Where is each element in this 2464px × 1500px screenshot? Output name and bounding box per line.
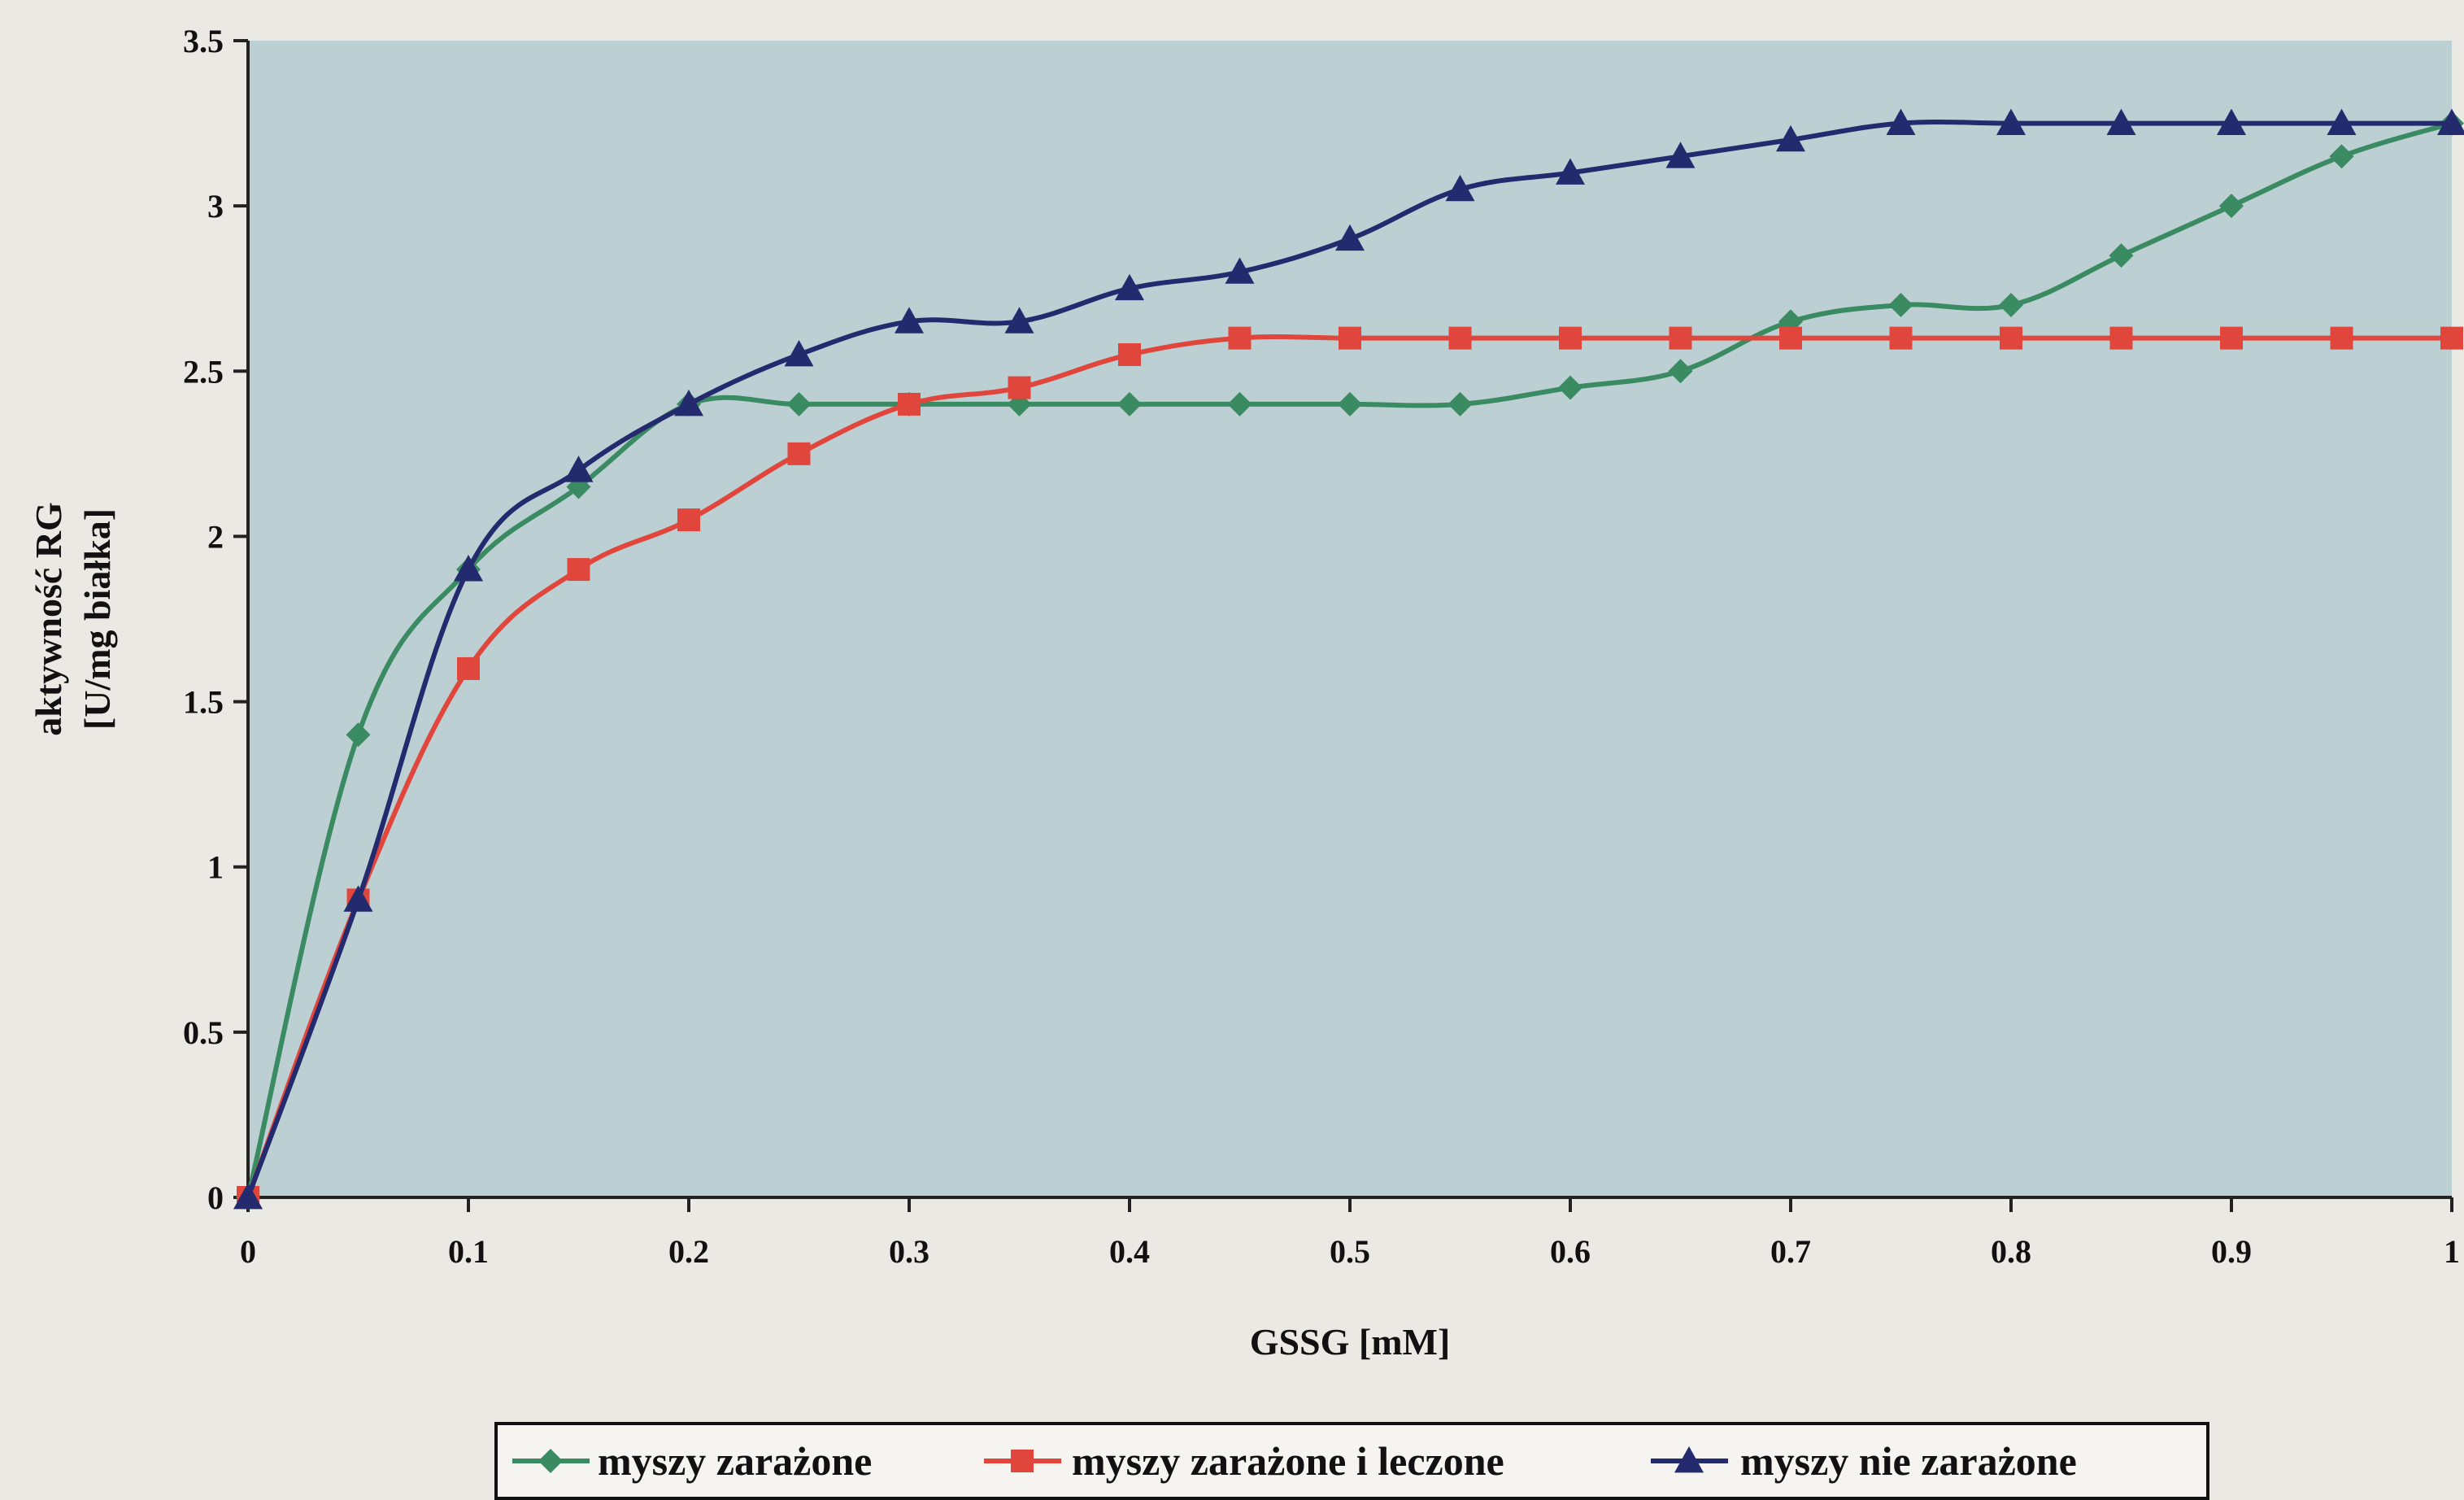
- data-point: [1228, 326, 1252, 350]
- data-point: [233, 1183, 263, 1210]
- x-tick-label: 0.7: [1770, 1233, 1811, 1270]
- legend-item-1: myszy zarażone: [512, 1438, 872, 1484]
- data-point: [1008, 376, 1031, 399]
- data-point: [1558, 375, 1582, 400]
- series-2: [237, 326, 2463, 1209]
- y-tick-label: 3: [207, 188, 224, 225]
- data-point: [1888, 293, 1913, 318]
- series-line: [246, 334, 2452, 1199]
- data-point: [454, 555, 483, 582]
- y-tick-label: 1.5: [183, 684, 224, 721]
- x-tick-label: 0.1: [448, 1233, 489, 1270]
- data-point: [457, 656, 480, 680]
- data-point: [2329, 144, 2354, 169]
- x-axis-ticks: 0 0.1 0.2 0.3 0.4 0.5 0.6 0.7 0.8 0.9 1: [240, 1197, 2460, 1270]
- data-point: [1004, 307, 1034, 334]
- data-point: [677, 508, 700, 532]
- data-point: [674, 389, 703, 416]
- data-point: [1996, 108, 2026, 135]
- data-point: [1338, 391, 1362, 416]
- data-point: [1776, 124, 1805, 152]
- x-tick-label: 0.6: [1550, 1233, 1591, 1270]
- data-point: [1117, 391, 1142, 416]
- series-line: [246, 119, 2452, 1199]
- data-point: [346, 722, 371, 748]
- data-point: [1779, 326, 1802, 350]
- data-point: [2327, 108, 2357, 135]
- legend-item-3: myszy nie zarażone: [1651, 1438, 2077, 1484]
- x-tick-label: 0.4: [1109, 1233, 1150, 1270]
- x-tick-label: 0: [240, 1233, 256, 1270]
- x-tick-label: 0.9: [2211, 1233, 2252, 1270]
- plot-area: [248, 41, 2452, 1197]
- legend-marker: [1674, 1446, 1704, 1473]
- legend-item-2: myszy zarażone i leczone: [984, 1438, 1504, 1484]
- series-line: [246, 120, 2453, 1198]
- data-point: [1448, 326, 1472, 350]
- data-point: [2217, 108, 2246, 135]
- data-point: [1665, 142, 1696, 168]
- x-tick-label: 0.8: [1991, 1233, 2031, 1270]
- data-point: [1445, 174, 1475, 202]
- y-tick-label: 1: [207, 849, 224, 886]
- y-tick-label: 2.5: [183, 353, 224, 390]
- data-point: [1559, 326, 1582, 350]
- data-point: [1669, 326, 1692, 350]
- y-tick-label: 2: [207, 518, 224, 555]
- legend-marker: [1011, 1450, 1034, 1472]
- legend: myszy zarażone myszy zarażone i leczone my…: [494, 1422, 2209, 1500]
- data-point: [2330, 326, 2353, 350]
- data-point: [2220, 326, 2243, 350]
- data-point: [1886, 108, 1916, 135]
- data-point: [1668, 359, 1693, 384]
- data-point: [2000, 326, 2022, 350]
- data-point: [564, 456, 594, 482]
- legend-box: [494, 1422, 2209, 1500]
- data-point: [1335, 224, 1365, 251]
- data-point: [1118, 342, 1141, 366]
- y-tick-label: 3.5: [183, 23, 224, 59]
- x-tick-label: 1: [2444, 1233, 2460, 1270]
- legend-label: myszy zarażone i leczone: [1072, 1438, 1504, 1484]
- data-point: [2440, 326, 2463, 350]
- data-point: [1227, 391, 1252, 416]
- series-3: [233, 108, 2464, 1210]
- data-point: [787, 442, 811, 465]
- data-point: [784, 339, 814, 367]
- data-point: [1225, 257, 1255, 284]
- data-point: [1889, 326, 1913, 350]
- data-point: [786, 391, 812, 416]
- data-point: [898, 392, 921, 416]
- y-axis-title-line-1: aktywność RG: [28, 502, 69, 736]
- series-layer: [233, 108, 2464, 1210]
- x-tick-label: 0.3: [889, 1233, 929, 1270]
- data-point: [895, 307, 924, 334]
- legend-marker: [538, 1449, 563, 1473]
- y-tick-label: 0: [207, 1180, 224, 1216]
- data-point: [1115, 273, 1144, 301]
- x-axis-title: GSSG [mM]: [1250, 1321, 1451, 1363]
- data-point: [2106, 108, 2136, 135]
- y-axis-ticks: 0 0.5 1 1.5 2 2.5 3 3.5: [183, 23, 248, 1216]
- legend-label: myszy nie zarażone: [1740, 1438, 2077, 1484]
- legend-label: myszy zarażone: [598, 1438, 872, 1484]
- data-point: [1999, 293, 2023, 318]
- y-axis-title-line-2: [U/mg białka]: [76, 508, 118, 730]
- data-point: [1447, 391, 1473, 416]
- data-point: [2219, 194, 2244, 219]
- data-point: [2437, 108, 2464, 135]
- x-tick-label: 0.2: [668, 1233, 709, 1270]
- data-point: [567, 558, 590, 582]
- x-tick-label: 0.5: [1330, 1233, 1370, 1270]
- data-point: [2109, 243, 2134, 268]
- data-point: [1556, 158, 1585, 185]
- data-point: [1339, 326, 1361, 350]
- data-point: [2109, 326, 2133, 350]
- data-point: [343, 885, 373, 912]
- y-tick-label: 0.5: [183, 1014, 224, 1051]
